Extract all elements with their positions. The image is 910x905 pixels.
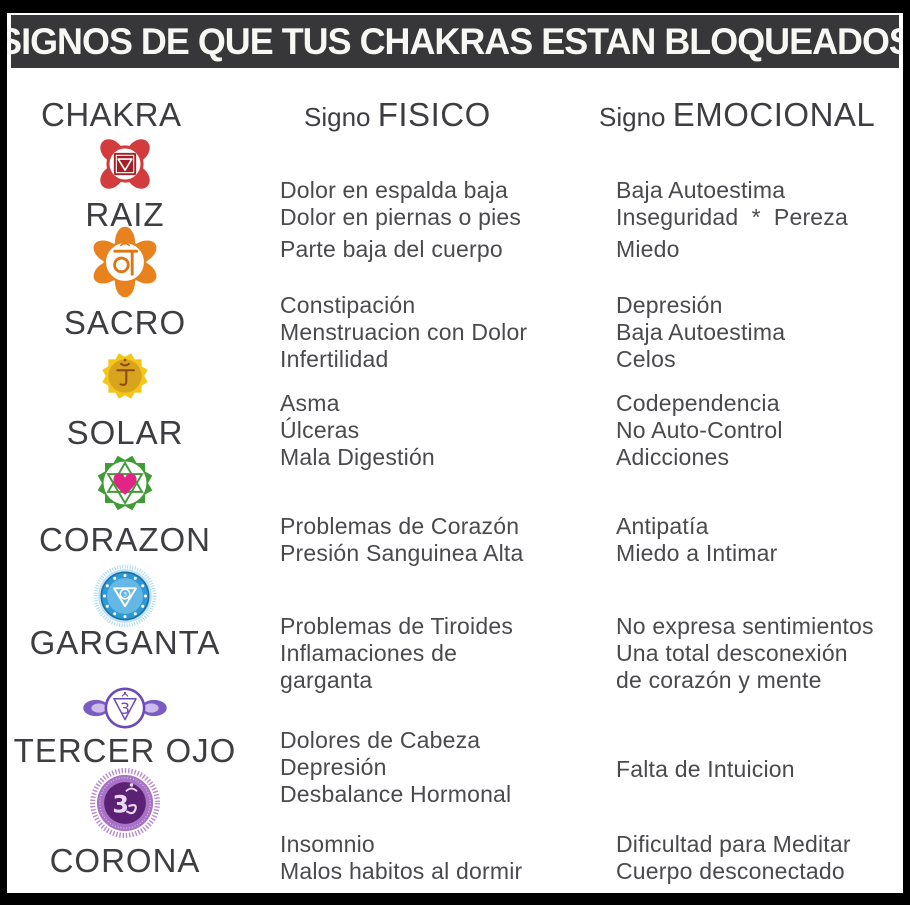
solar-plexus-chakra-icon [92, 344, 158, 408]
text-line: Falta de Intuicion [616, 756, 795, 782]
garganta-fisico-text: Problemas de Tiroides Inflamaciones de g… [280, 613, 513, 694]
sacro-emocional-text: Depresión Baja Autoestima Celos [616, 292, 785, 373]
fisico-header-prefix: Signo [304, 102, 378, 132]
text-line: Desbalance Hormonal [280, 781, 512, 807]
text-line: Cuerpo desconectado [616, 858, 845, 884]
corazon-fisico-text: Problemas de Corazón Presión Sanguinea A… [280, 513, 524, 567]
fisico-header-label: FISICO [377, 96, 491, 133]
chakra-label-sacro: SACRO [63, 304, 187, 341]
column-header-chakra: CHAKRA [41, 96, 182, 134]
chakra-label-garganta: GARGANTA [29, 624, 221, 661]
throat-chakra-icon: 3 [93, 564, 157, 628]
heart-chakra-icon [83, 446, 167, 520]
chakra-header-label: CHAKRA [41, 96, 182, 133]
text-line: Miedo a Intimar [616, 540, 778, 566]
text-line: Dolores de Cabeza [280, 727, 481, 753]
svg-text:3: 3 [123, 591, 127, 599]
emocional-header-label: EMOCIONAL [672, 96, 876, 133]
text-line: Parte baja del cuerpo [280, 236, 503, 262]
text-line: No expresa sentimientos [616, 613, 874, 639]
root-chakra-icon [94, 133, 156, 195]
text-line: Mala Digestión [280, 444, 435, 470]
text-line: Antipatía [616, 513, 709, 539]
column-header-fisico: Signo FISICO [304, 96, 491, 134]
garganta-emocional-text: No expresa sentimientos Una total descon… [616, 613, 874, 694]
text-line: de corazón y mente [616, 667, 822, 693]
text-line: Inflamaciones de [280, 640, 458, 666]
crown-chakra-icon: 3 [89, 767, 161, 839]
solar-fisico-text: Asma Úlceras Mala Digestión [280, 390, 435, 471]
column-header-emocional: Signo EMOCIONAL [599, 96, 875, 134]
tercer-ojo-emocional-text: Falta de Intuicion [616, 756, 795, 783]
corona-fisico-text: Insomnio Malos habitos al dormir [280, 831, 522, 885]
text-line: Depresión [616, 292, 723, 318]
title-bar: SIGNOS DE QUE TUS CHAKRAS ESTAN BLOQUEAD… [7, 15, 903, 68]
sacral-chakra-icon [89, 225, 161, 299]
sacro-fisico-text: Constipación Menstruacion con Dolor Infe… [280, 292, 527, 373]
text-line: Úlceras [280, 417, 360, 443]
corona-emocional-text: Dificultad para Meditar Cuerpo desconect… [616, 831, 851, 885]
chakra-label-corona: CORONA [49, 842, 201, 879]
text-line: No Auto-Control [616, 417, 783, 443]
text-line: Problemas de Tiroides [280, 613, 514, 639]
text-line: Celos [616, 346, 676, 372]
text-line: Infertilidad [280, 346, 389, 372]
text-line: Codependencia [616, 390, 780, 416]
text-line: Inseguridad * Pereza [616, 204, 848, 230]
raiz-fisico-text: Dolor en espalda baja Dolor en piernas o… [280, 177, 521, 263]
chakra-label-tercer-ojo: TERCER OJO [13, 732, 237, 769]
text-line: Problemas de Corazón [280, 513, 520, 539]
text-line: Adicciones [616, 444, 730, 470]
corazon-emocional-text: Antipatía Miedo a Intimar [616, 513, 778, 567]
third-eye-chakra-icon: 3 [74, 679, 176, 737]
text-line: garganta [280, 667, 373, 693]
page-title: SIGNOS DE QUE TUS CHAKRAS ESTAN BLOQUEAD… [0, 20, 910, 62]
text-line: Insomnio [280, 831, 375, 857]
text-line: Presión Sanguinea Alta [280, 540, 524, 566]
text-line: Dolor en piernas o pies [280, 204, 522, 230]
text-line: Constipación [280, 292, 416, 318]
text-line: Miedo [616, 236, 680, 262]
solar-emocional-text: Codependencia No Auto-Control Adicciones [616, 390, 783, 471]
raiz-emocional-text: Baja Autoestima Inseguridad * Pereza Mie… [616, 177, 848, 263]
text-line: Dolor en espalda baja [280, 177, 508, 203]
svg-text:3: 3 [120, 699, 130, 718]
text-line: Dificultad para Meditar [616, 831, 851, 857]
chakra-label-corazon: CORAZON [39, 521, 211, 558]
text-line: Menstruacion con Dolor [280, 319, 528, 345]
emocional-header-prefix: Signo [599, 102, 673, 132]
text-line: Depresión [280, 754, 387, 780]
tercer-ojo-fisico-text: Dolores de Cabeza Depresión Desbalance H… [280, 727, 511, 808]
text-line: Una total desconexión [616, 640, 848, 666]
chakra-label-solar: SOLAR [66, 414, 184, 451]
text-line: Asma [280, 390, 340, 416]
svg-text:3: 3 [112, 790, 129, 818]
text-line: Malos habitos al dormir [280, 858, 523, 884]
text-line: Baja Autoestima [616, 319, 786, 345]
text-line: Baja Autoestima [616, 177, 786, 203]
